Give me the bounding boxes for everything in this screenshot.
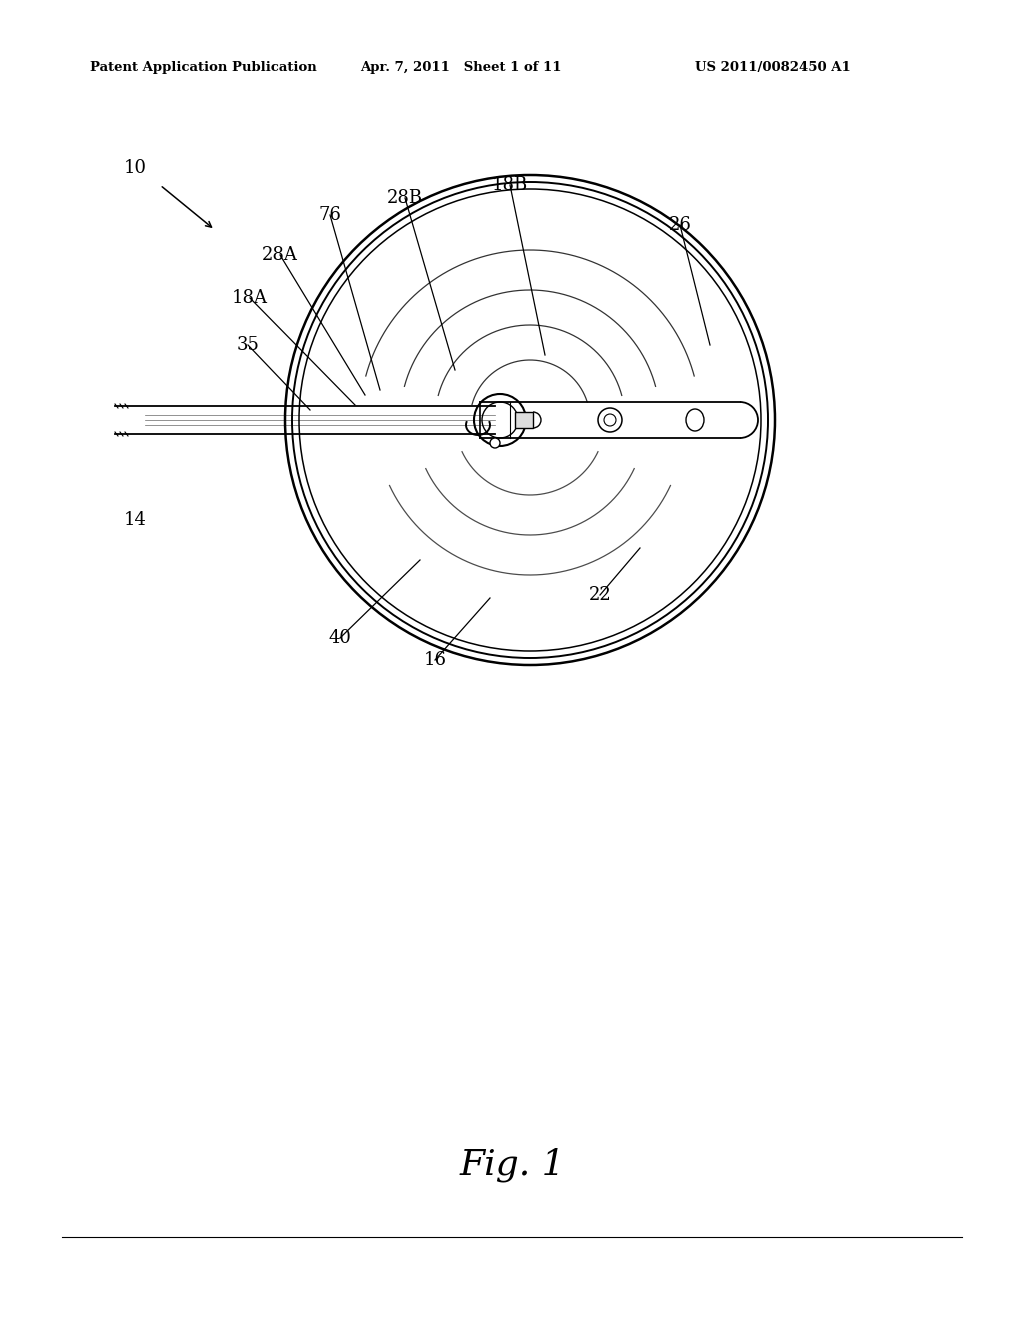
FancyBboxPatch shape	[480, 403, 740, 437]
Text: 18B: 18B	[492, 176, 528, 194]
Text: 26: 26	[669, 216, 691, 234]
Text: 18A: 18A	[232, 289, 268, 308]
Text: 28A: 28A	[262, 246, 298, 264]
Text: US 2011/0082450 A1: US 2011/0082450 A1	[695, 62, 851, 74]
Text: Patent Application Publication: Patent Application Publication	[90, 62, 316, 74]
Text: 40: 40	[329, 630, 351, 647]
Text: 35: 35	[237, 337, 259, 354]
Text: 22: 22	[589, 586, 611, 605]
Bar	[480, 411, 695, 430]
Bar	[515, 412, 534, 428]
Circle shape	[490, 438, 500, 447]
Text: 76: 76	[318, 206, 341, 224]
Text: 28B: 28B	[387, 189, 423, 207]
Text: 14: 14	[124, 511, 146, 529]
Text: 16: 16	[424, 651, 446, 669]
Text: Fig. 1: Fig. 1	[459, 1148, 565, 1183]
Text: 10: 10	[124, 158, 146, 177]
Text: Apr. 7, 2011   Sheet 1 of 11: Apr. 7, 2011 Sheet 1 of 11	[360, 62, 561, 74]
